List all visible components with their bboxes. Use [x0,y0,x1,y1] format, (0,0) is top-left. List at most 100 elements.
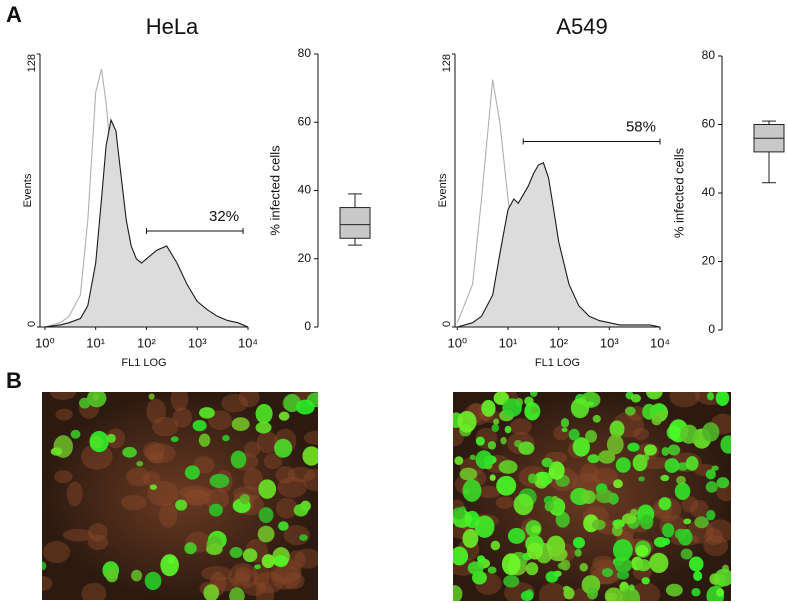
cell [704,527,724,546]
infected-cell [612,539,633,561]
infected-cell [642,403,657,420]
infected-cell [105,568,119,583]
infected-cell [694,516,709,529]
infected-cell [229,546,243,559]
infected-cell [493,418,500,425]
cell [42,576,53,591]
cell [221,393,249,413]
infected-cell [475,436,485,446]
infected-cell [705,469,716,480]
cell [80,443,113,470]
infected-cell [665,583,683,597]
infected-cell [616,570,630,580]
x-tick-label: 10² [549,335,568,350]
infected-cell [530,407,540,414]
infected-cell [257,525,275,543]
y-tick-label: 40 [702,185,716,199]
cell [179,485,212,499]
infected-cell [453,585,463,601]
infected-cell [664,458,680,473]
infected-cell [70,429,81,439]
infected-cell [628,584,635,591]
infected-cell [642,454,650,462]
infected-cell [586,586,598,600]
infected-cell [579,562,589,572]
infected-cell [490,540,501,551]
cell [669,392,700,408]
cell [275,497,298,519]
infected-cell [641,577,650,585]
infected-cell [676,475,686,485]
infected-cell [691,587,701,597]
y-tick-label: 128 [26,54,38,72]
infected-cell [302,446,318,466]
infected-cell [453,507,465,520]
infected-cell [630,393,641,403]
y-axis-label: % infected cells [671,147,686,238]
infected-cell [604,587,623,601]
infected-cell [160,554,179,577]
infected-cell [587,454,600,464]
infected-cell [50,447,63,456]
infected-cell [529,392,538,398]
infected-cell [198,433,211,447]
infected-cell [677,529,693,546]
infected-cell [518,441,535,455]
cell [706,519,731,544]
infected-cell [614,557,632,573]
cell [553,425,570,441]
cell [256,431,279,454]
infected-cell [693,570,703,581]
cell [172,407,193,428]
infected-cell [78,397,91,409]
infected-cell [620,587,641,601]
infected-cell [254,564,261,570]
cell [243,441,261,458]
cell [263,453,283,470]
infected-cell [469,454,476,460]
infected-cell [674,482,691,500]
infected-cell [585,430,598,443]
cell [282,572,305,590]
infected-cell [242,548,258,563]
infected-cell [92,393,100,401]
infected-cell [467,561,484,575]
infected-cell [278,411,290,421]
micrograph [453,392,731,601]
cell [146,398,166,424]
infected-cell [609,420,625,438]
infected-cell [487,566,497,574]
y-tick-label: 0 [708,322,715,336]
infected-cell [545,571,559,583]
y-tick-label: 80 [702,48,716,62]
infected-cell [613,479,623,489]
cell [143,471,161,487]
infected-cell [175,499,188,511]
infected-cell [677,462,689,471]
infected-cell [496,475,517,496]
x-axis-label: FL1 LOG [535,357,580,369]
infected-cell [654,403,665,413]
infected-cell [601,568,614,578]
cell [213,577,238,592]
infected-cell [106,433,116,444]
infected-cell [720,435,731,454]
x-tick-label: 10⁰ [447,335,467,350]
cell [538,582,567,601]
x-tick-label: 10² [137,335,156,350]
infected-cell [491,423,500,433]
infected-cell [459,467,478,481]
infected-cell [255,421,272,434]
cell [50,392,76,400]
cell [233,571,251,586]
y-tick-label: 40 [298,183,312,197]
cell [228,563,258,589]
cell [476,485,501,499]
cell [143,442,165,460]
infected-cell [170,436,179,443]
infected-cell [199,407,215,419]
infected-cell [667,444,681,456]
cell [271,564,302,590]
y-tick-label: 0 [441,321,453,327]
cell [55,408,73,421]
